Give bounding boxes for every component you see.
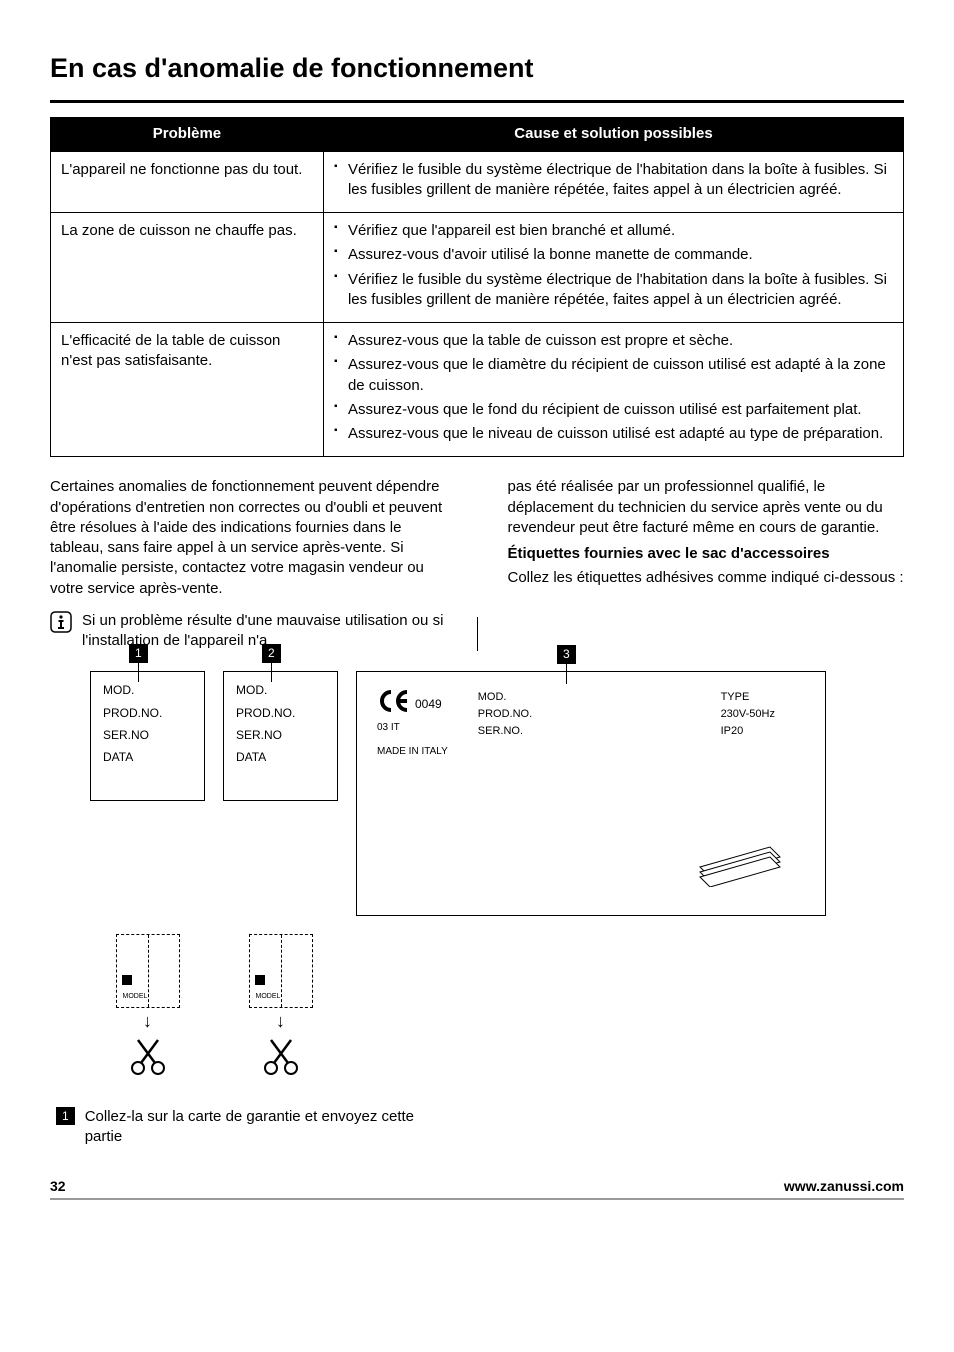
label-line: PROD.NO. xyxy=(103,705,192,721)
cell-problem: L'appareil ne fonctionne pas du tout. xyxy=(51,151,324,213)
footer-rule xyxy=(50,1198,904,1200)
scissors-icon xyxy=(128,1036,168,1082)
solution-item: Vérifiez le fusible du système électriqu… xyxy=(334,160,893,201)
label-line: SER.NO xyxy=(236,727,325,743)
th-solution: Cause et solution possibles xyxy=(323,118,903,151)
left-column: Certaines anomalies de fonctionnement pe… xyxy=(50,477,447,651)
spec-line: IP20 xyxy=(721,724,775,739)
step-number: 1 xyxy=(56,1107,75,1125)
ce-icon xyxy=(377,690,411,717)
ce-block: 0049 03 IT MADE IN ITALY xyxy=(377,690,448,758)
tag-1: 1 xyxy=(129,644,148,662)
column-separator xyxy=(477,617,478,651)
info-icon xyxy=(50,611,72,639)
cell-problem: La zone de cuisson ne chauffe pas. xyxy=(51,213,324,323)
made-in: MADE IN ITALY xyxy=(377,745,448,759)
tag-2: 2 xyxy=(262,644,281,662)
table-row: La zone de cuisson ne chauffe pas. Vérif… xyxy=(51,213,904,323)
spec-col-2: TYPE 230V-50Hz IP20 xyxy=(721,690,775,758)
cell-solution: Assurez-vous que la table de cuisson est… xyxy=(323,323,903,457)
ce-number: 0049 xyxy=(415,696,442,712)
spec-line: MOD. xyxy=(478,690,532,705)
body-paragraph: Collez les étiquettes adhésives comme in… xyxy=(508,568,905,588)
title-rule xyxy=(50,100,904,103)
right-column: pas été réalisée par un professionnel qu… xyxy=(508,477,905,651)
label-line: MOD. xyxy=(236,682,325,698)
booklet-icon: MODEL xyxy=(249,934,313,1008)
labels-figure: 1 MOD. PROD.NO. SER.NO DATA 2 MOD. PROD.… xyxy=(90,671,904,916)
spec-line: TYPE xyxy=(721,690,775,705)
body-paragraph: pas été réalisée par un professionnel qu… xyxy=(508,477,905,538)
solution-item: Vérifiez le fusible du système électriqu… xyxy=(334,270,893,311)
page-title: En cas d'anomalie de fonctionnement xyxy=(50,50,904,86)
cut-figure-1: MODEL ↓ xyxy=(90,934,205,1082)
table-row: L'efficacité de la table de cuisson n'es… xyxy=(51,323,904,457)
down-arrow-icon: ↓ xyxy=(143,1012,152,1030)
info-note: Si un problème résulte d'une mauvaise ut… xyxy=(50,611,447,652)
label-card-2: 2 MOD. PROD.NO. SER.NO DATA xyxy=(223,671,338,801)
tag-leader xyxy=(566,662,567,684)
label-line: DATA xyxy=(236,749,325,765)
down-arrow-icon: ↓ xyxy=(276,1012,285,1030)
ce-sub: 03 IT xyxy=(377,721,400,735)
spec-col-1: MOD. PROD.NO. SER.NO. xyxy=(478,690,532,758)
label-line: SER.NO xyxy=(103,727,192,743)
cell-solution: Vérifiez le fusible du système électriqu… xyxy=(323,151,903,213)
sub-heading: Étiquettes fournies avec le sac d'access… xyxy=(508,544,905,564)
two-column-body: Certaines anomalies de fonctionnement pe… xyxy=(50,477,904,651)
body-paragraph: Certaines anomalies de fonctionnement pe… xyxy=(50,477,447,599)
tag-leader xyxy=(271,662,272,682)
troubleshoot-table: Problème Cause et solution possibles L'a… xyxy=(50,117,904,457)
booklet-label: MODEL xyxy=(256,992,281,1001)
scissors-icon xyxy=(261,1036,301,1082)
cell-solution: Vérifiez que l'appareil est bien branché… xyxy=(323,213,903,323)
paper-stack-icon xyxy=(695,837,785,893)
spec-line: 230V-50Hz xyxy=(721,707,775,722)
table-row: L'appareil ne fonctionne pas du tout. Vé… xyxy=(51,151,904,213)
footer-step-text: Collez-la sur la carte de garantie et en… xyxy=(85,1107,445,1148)
label-line: PROD.NO. xyxy=(236,705,325,721)
site-url: www.zanussi.com xyxy=(784,1177,904,1196)
booklet-icon: MODEL xyxy=(116,934,180,1008)
solution-item: Assurez-vous d'avoir utilisé la bonne ma… xyxy=(334,245,893,265)
spec-line: SER.NO. xyxy=(478,724,532,739)
page-number: 32 xyxy=(50,1177,66,1196)
cut-figure-row: MODEL ↓ MODEL ↓ xyxy=(90,934,904,1082)
label-line: DATA xyxy=(103,749,192,765)
tag-leader xyxy=(138,662,139,682)
solution-item: Assurez-vous que la table de cuisson est… xyxy=(334,331,893,351)
solution-item: Vérifiez que l'appareil est bien branché… xyxy=(334,221,893,241)
cell-problem: L'efficacité de la table de cuisson n'es… xyxy=(51,323,324,457)
page-footer: 32 www.zanussi.com xyxy=(50,1177,904,1196)
footer-step: 1 Collez-la sur la carte de garantie et … xyxy=(56,1107,904,1148)
solution-item: Assurez-vous que le fond du récipient de… xyxy=(334,400,893,420)
solution-item: Assurez-vous que le niveau de cuisson ut… xyxy=(334,424,893,444)
th-problem: Problème xyxy=(51,118,324,151)
label-card-3: 3 0049 03 IT MADE IN ITALY xyxy=(356,671,826,916)
cut-figure-2: MODEL ↓ xyxy=(223,934,338,1082)
label-card-1: 1 MOD. PROD.NO. SER.NO DATA xyxy=(90,671,205,801)
label-line: MOD. xyxy=(103,682,192,698)
spec-line: PROD.NO. xyxy=(478,707,532,722)
booklet-label: MODEL xyxy=(123,992,148,1001)
solution-item: Assurez-vous que le diamètre du récipien… xyxy=(334,355,893,396)
